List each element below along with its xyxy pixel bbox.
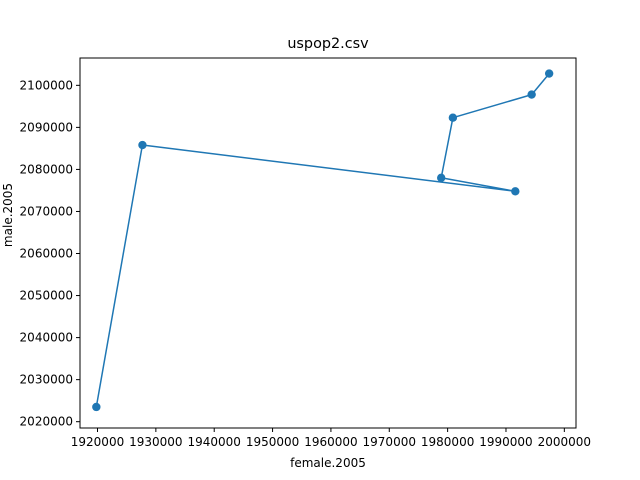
x-axis-ticks: 1920000 1930000 1940000 1950000 1960000 19700… (71, 428, 591, 449)
x-tick-label: 1970000 (363, 435, 416, 449)
x-tick-label: 1960000 (304, 435, 357, 449)
plot-frame (79, 57, 577, 429)
y-tick-label: 2060000 (20, 247, 73, 261)
x-axis-label: female.2005 (290, 456, 366, 470)
y-tick-label: 2030000 (20, 373, 73, 387)
y-tick-label: 2050000 (20, 289, 73, 303)
data-point (92, 402, 101, 412)
plot-area (80, 58, 576, 428)
data-point (138, 140, 147, 150)
y-tick-label: 2080000 (20, 162, 73, 176)
x-tick-label: 1990000 (479, 435, 532, 449)
chart-title: uspop2.csv (287, 36, 369, 52)
y-tick-label: 2090000 (20, 120, 73, 134)
y-tick-label: 2070000 (20, 204, 73, 218)
data-point (511, 187, 520, 196)
y-tick-label: 2020000 (20, 415, 73, 429)
x-tick-label: 1940000 (187, 435, 240, 449)
y-axis-label: male.2005 (1, 183, 15, 247)
x-tick-label: 1930000 (129, 435, 182, 449)
x-tick-label: 2000000 (538, 435, 591, 449)
x-tick-label: 1920000 (71, 435, 124, 449)
data-point (527, 90, 536, 99)
data-point (544, 69, 554, 78)
x-tick-label: 1980000 (421, 435, 474, 449)
data-point (448, 113, 458, 122)
y-tick-label: 2040000 (20, 331, 73, 345)
y-tick-label: 2100000 (20, 78, 73, 92)
x-tick-label: 1950000 (246, 435, 299, 449)
y-axis-ticks: 2020000 2030000 2040000 2050000 2060000 20700… (20, 78, 80, 429)
series-layer (92, 69, 554, 412)
data-point (437, 173, 446, 183)
